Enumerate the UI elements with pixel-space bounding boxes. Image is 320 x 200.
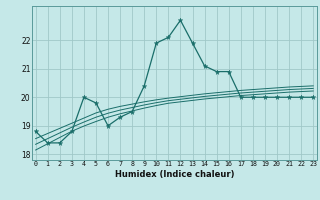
X-axis label: Humidex (Indice chaleur): Humidex (Indice chaleur) [115,170,234,179]
